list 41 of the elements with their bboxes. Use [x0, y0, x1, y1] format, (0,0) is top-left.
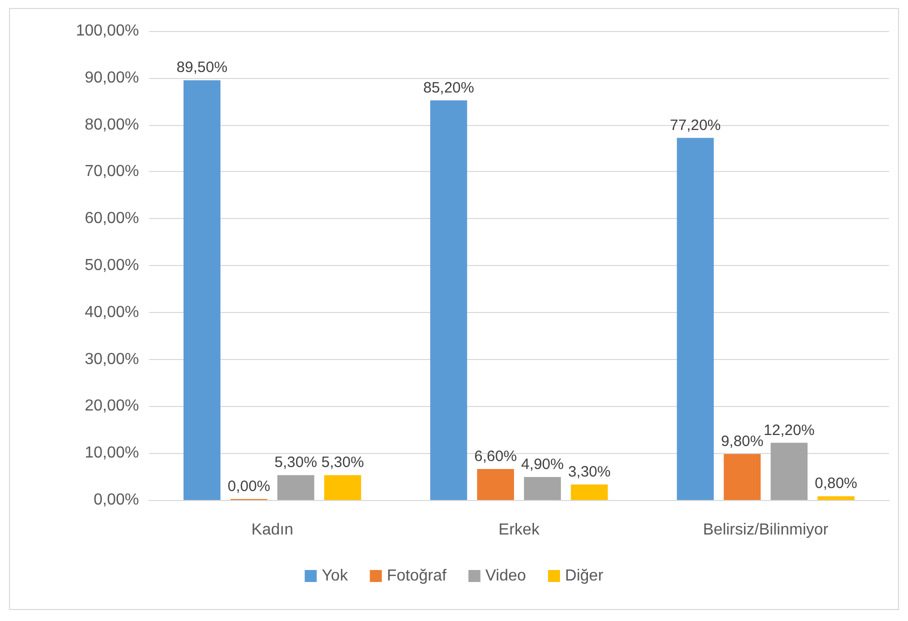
data-label: 12,20% — [764, 422, 815, 439]
y-tick-label: 90,00% — [84, 69, 139, 86]
bar — [724, 454, 761, 500]
y-tick-label: 80,00% — [84, 116, 139, 134]
data-label: 5,30% — [321, 454, 364, 472]
legend-label: Video — [485, 568, 526, 584]
y-tick-label: 40,00% — [84, 304, 139, 321]
data-label: 3,30% — [568, 464, 611, 481]
y-tick-label: 100,00% — [76, 22, 139, 40]
data-label: 0,80% — [814, 475, 858, 492]
y-tick-label: 20,00% — [84, 398, 139, 415]
bar — [430, 100, 468, 500]
y-tick-label: 70,00% — [84, 163, 139, 180]
y-tick-label: 30,00% — [84, 350, 139, 368]
legend-label: Diğer — [565, 568, 604, 584]
legend-label: Yok — [322, 568, 349, 584]
y-tick-label: 0,00% — [94, 492, 139, 508]
bar — [184, 80, 220, 500]
bar — [818, 496, 854, 500]
data-label: 6,60% — [474, 448, 517, 466]
bar — [277, 475, 314, 500]
data-label: 89,50% — [176, 59, 228, 76]
bar — [570, 484, 608, 500]
data-label: 4,90% — [521, 456, 564, 474]
bar — [324, 475, 362, 500]
y-tick-label: 50,00% — [84, 257, 139, 274]
data-label: 9,80% — [720, 433, 764, 450]
x-tick-label: Erkek — [498, 522, 540, 538]
x-tick-label: Belirsiz/Bilinmiyor — [702, 522, 830, 538]
data-label: 85,20% — [423, 79, 474, 96]
bar — [676, 138, 714, 500]
data-label: 5,30% — [274, 454, 318, 472]
bar — [477, 469, 514, 500]
data-label: 0,00% — [228, 478, 270, 495]
bar — [524, 477, 561, 500]
y-tick-label: 60,00% — [84, 210, 139, 228]
y-tick-label: 10,00% — [84, 444, 139, 462]
legend-label: Fotoğraf — [386, 568, 447, 584]
bar — [770, 442, 808, 500]
x-tick-label: Kadın — [251, 522, 294, 538]
data-label: 77,20% — [670, 116, 721, 134]
